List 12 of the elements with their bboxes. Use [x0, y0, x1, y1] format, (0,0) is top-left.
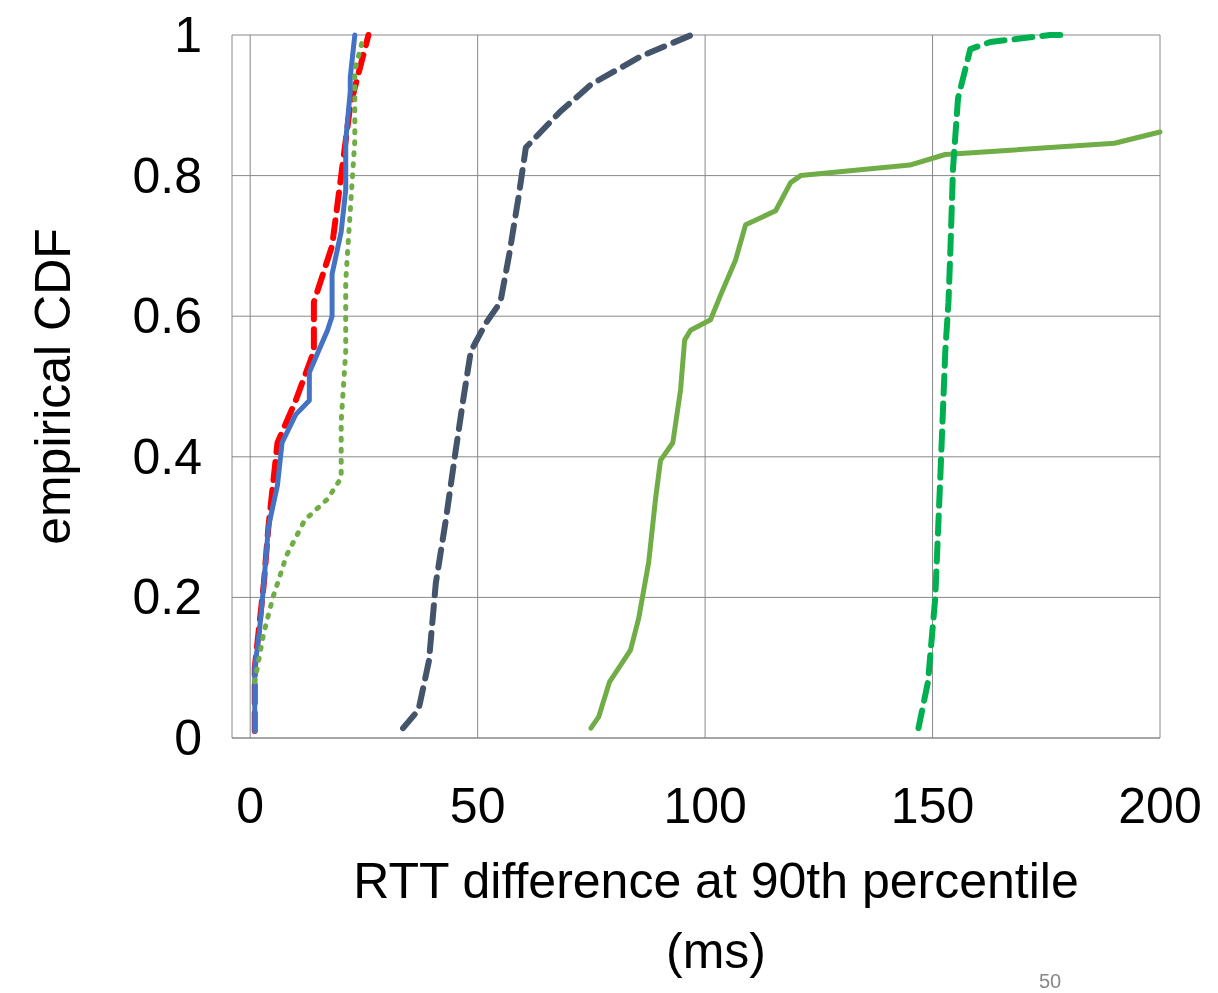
y-tick-label: 0.4 [132, 428, 202, 485]
y-tick-label: 0.2 [132, 569, 202, 626]
y-axis-title: empirical CDF [25, 228, 81, 545]
x-tick-label: 100 [663, 778, 747, 834]
x-tick-label: 150 [890, 778, 975, 834]
x-tick-label: 200 [1118, 778, 1202, 834]
y-tick-label: 0.8 [132, 147, 202, 204]
x-tick-label: 0 [236, 778, 265, 834]
y-tick-label: 0 [174, 710, 202, 766]
x-tick-label: 50 [449, 778, 506, 834]
y-tick-label: 0.6 [132, 288, 202, 345]
y-tick-label: 1 [174, 7, 202, 63]
